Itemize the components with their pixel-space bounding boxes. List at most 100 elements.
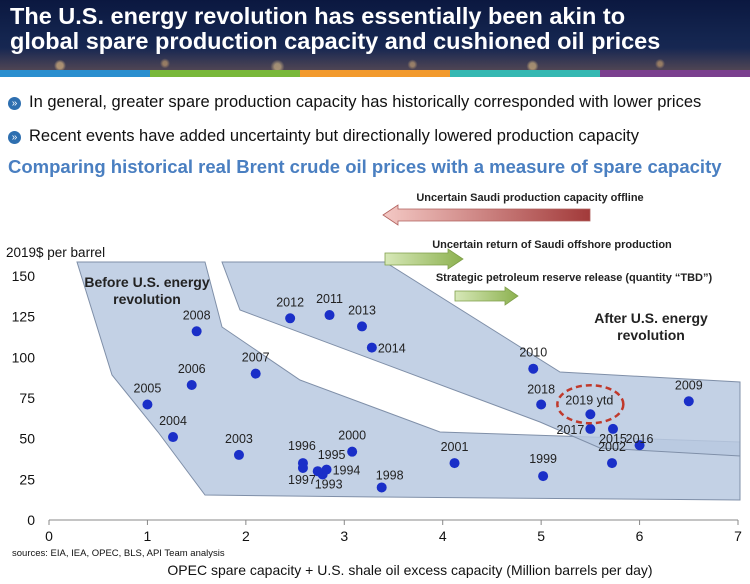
highlight-ellipse bbox=[556, 384, 625, 425]
data-point-label: 2015 bbox=[599, 432, 627, 446]
data-point bbox=[321, 464, 332, 475]
data-point-label: 2014 bbox=[378, 342, 406, 356]
y-tick-label: 150 bbox=[12, 268, 36, 284]
annotation-spr-release: Strategic petroleum reserve release (qua… bbox=[436, 272, 713, 284]
axes: 0 1 2 3 4 5 6 7 0 25 50 75 100 125 150 bbox=[12, 268, 742, 544]
x-axis-label: OPEC spare capacity + U.S. shale oil exc… bbox=[167, 562, 652, 578]
region-before bbox=[76, 261, 741, 501]
chart-subtitle: Comparing historical real Brent crude oi… bbox=[8, 156, 722, 177]
data-point-label: 1996 bbox=[288, 439, 316, 453]
data-point-label: 2003 bbox=[225, 432, 253, 446]
arrow-saudi-offshore bbox=[384, 248, 464, 270]
data-point-label: 2012 bbox=[276, 295, 304, 309]
data-point-label: 2019 ytd bbox=[565, 393, 613, 407]
data-point-label: 2007 bbox=[242, 351, 270, 365]
data-point bbox=[312, 466, 323, 477]
data-point-label: 1998 bbox=[376, 468, 404, 482]
x-tick-label: 3 bbox=[340, 528, 348, 544]
page-title: The U.S. energy revolution has essential… bbox=[10, 4, 740, 54]
y-tick-label: 125 bbox=[12, 309, 36, 325]
data-point bbox=[366, 342, 377, 353]
data-point-label: 2001 bbox=[441, 440, 469, 454]
y-axis-label: 2019$ per barrel bbox=[6, 245, 105, 260]
source-note: sources: EIA, IEA, OPEC, BLS, API Team a… bbox=[12, 548, 225, 559]
bullet-text: In general, greater spare production cap… bbox=[29, 93, 702, 111]
bullet-item: » Recent events have added uncertainty bu… bbox=[8, 127, 639, 146]
x-tick-label: 7 bbox=[734, 528, 742, 544]
bullet-chevron-icon: » bbox=[8, 97, 21, 110]
data-point-label: 2011 bbox=[316, 292, 343, 306]
data-point bbox=[297, 462, 308, 473]
data-point-label: 2000 bbox=[338, 429, 366, 443]
data-point bbox=[585, 409, 596, 420]
data-point-label: 1995 bbox=[318, 448, 346, 462]
bullet-chevron-icon: » bbox=[8, 131, 21, 144]
title-line-2: global spare production capacity and cus… bbox=[10, 28, 661, 54]
data-point-label: 2004 bbox=[159, 414, 187, 428]
data-point-label: 2010 bbox=[519, 346, 547, 360]
y-tick-label: 100 bbox=[12, 349, 36, 365]
data-point bbox=[142, 399, 153, 410]
region-after bbox=[221, 261, 741, 457]
arrow-spr-release bbox=[454, 286, 519, 306]
bullet-item: » In general, greater spare production ca… bbox=[8, 93, 701, 112]
x-tick-label: 1 bbox=[144, 528, 152, 544]
region-after-label-line2: revolution bbox=[617, 327, 685, 343]
x-tick-label: 2 bbox=[242, 528, 250, 544]
data-point bbox=[191, 326, 202, 337]
x-tick-label: 0 bbox=[45, 528, 53, 544]
title-line-1: The U.S. energy revolution has essential… bbox=[10, 3, 626, 29]
y-tick-label: 75 bbox=[19, 390, 35, 406]
region-before-label-line1: Before U.S. energy bbox=[84, 274, 209, 290]
data-point bbox=[324, 310, 335, 321]
data-point bbox=[233, 449, 244, 460]
annotation-saudi-offshore: Uncertain return of Saudi offshore produ… bbox=[432, 239, 672, 251]
x-tick-label: 5 bbox=[537, 528, 545, 544]
city-lights-graphic bbox=[0, 48, 750, 70]
data-point-label: 2017 bbox=[557, 423, 585, 437]
color-stripe bbox=[0, 70, 151, 77]
data-point-label: 1994 bbox=[333, 464, 361, 478]
data-point bbox=[538, 471, 549, 482]
data-point bbox=[250, 368, 261, 379]
data-point bbox=[449, 458, 460, 469]
color-stripe bbox=[150, 70, 301, 77]
data-point bbox=[585, 423, 596, 434]
data-point-label: 2008 bbox=[183, 308, 211, 322]
data-point bbox=[634, 440, 645, 451]
data-point bbox=[607, 458, 618, 469]
header-banner: The U.S. energy revolution has essential… bbox=[0, 0, 750, 70]
data-point-label: 1993 bbox=[315, 477, 343, 491]
data-point-label: 2006 bbox=[178, 362, 206, 376]
data-point bbox=[376, 482, 387, 493]
data-point-label: 2009 bbox=[675, 378, 703, 392]
bullet-text: Recent events have added uncertainty but… bbox=[29, 127, 639, 145]
region-after-label-line1: After U.S. energy bbox=[594, 310, 708, 326]
data-point bbox=[186, 379, 197, 390]
data-point-label: 2013 bbox=[348, 303, 376, 317]
data-point-label: 1997 bbox=[288, 473, 316, 487]
x-tick-label: 4 bbox=[439, 528, 447, 544]
color-stripe bbox=[450, 70, 601, 77]
data-point bbox=[168, 432, 179, 443]
data-point bbox=[285, 313, 296, 324]
annotation-saudi-offline: Uncertain Saudi production capacity offl… bbox=[416, 192, 643, 204]
data-point bbox=[347, 446, 358, 457]
y-tick-label: 0 bbox=[27, 512, 35, 528]
data-point-label: 2018 bbox=[527, 383, 555, 397]
data-point bbox=[536, 399, 547, 410]
y-tick-label: 25 bbox=[19, 471, 35, 487]
x-tick-label: 6 bbox=[636, 528, 644, 544]
data-point-label: 2016 bbox=[626, 432, 654, 446]
data-point-label: 1999 bbox=[529, 452, 557, 466]
arrow-saudi-offline bbox=[382, 204, 591, 226]
data-point-label: 2002 bbox=[598, 440, 626, 454]
region-before-label-line2: revolution bbox=[113, 291, 181, 307]
data-point bbox=[357, 321, 368, 332]
color-stripe bbox=[300, 70, 451, 77]
data-point bbox=[528, 363, 539, 374]
color-stripe bbox=[600, 70, 750, 77]
data-point bbox=[683, 396, 694, 407]
